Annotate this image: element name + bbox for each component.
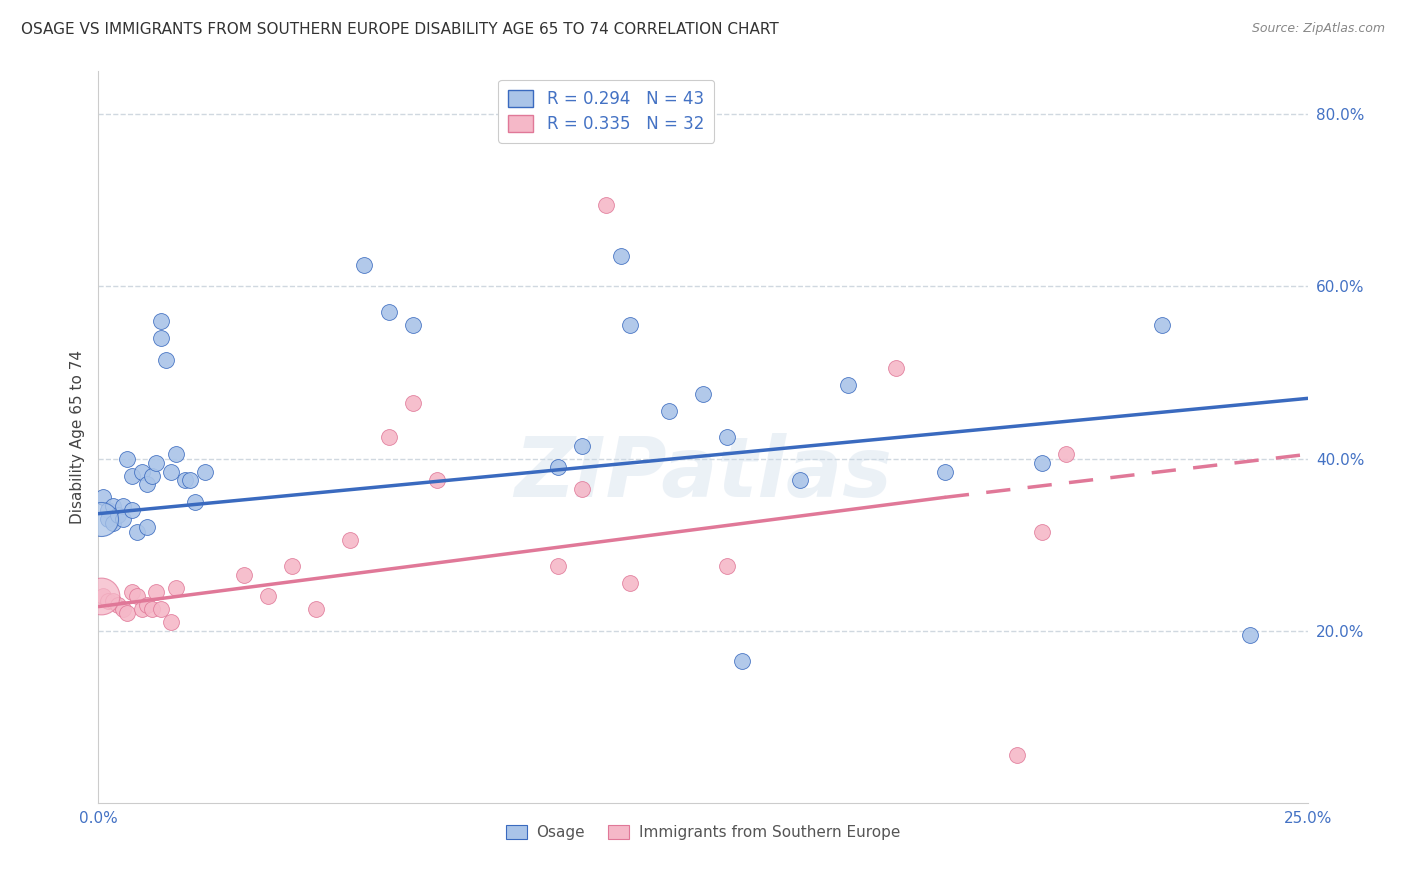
Point [141,602,163,616]
Point [90,512,112,526]
Point [150,314,173,328]
Point [101,593,124,607]
Point [121,468,143,483]
Point [141,468,163,483]
Point [97,593,120,607]
Point [716,559,738,574]
Point [174,473,197,487]
Point [619,318,641,333]
Point [117,607,139,621]
Point [135,477,157,491]
Point [571,482,593,496]
Point [97,503,120,517]
Point [150,331,173,345]
Point [595,198,617,212]
Point [91,589,114,603]
Point [101,516,124,530]
Point [402,318,425,333]
Point [111,512,134,526]
Point [194,465,217,479]
Point [91,491,114,505]
Point [256,589,278,603]
Point [232,567,254,582]
Point [121,585,143,599]
Point [165,581,187,595]
Point [658,404,681,418]
Point [179,473,201,487]
Point [547,460,569,475]
Point [184,494,207,508]
Point [117,451,139,466]
Text: OSAGE VS IMMIGRANTS FROM SOUTHERN EUROPE DISABILITY AGE 65 TO 74 CORRELATION CHA: OSAGE VS IMMIGRANTS FROM SOUTHERN EUROPE… [21,22,779,37]
Point [692,387,714,401]
Point [886,361,908,376]
Point [111,602,134,616]
Point [1031,524,1053,539]
Point [305,602,328,616]
Point [127,524,149,539]
Point [731,654,754,668]
Point [1007,748,1029,763]
Point [97,512,120,526]
Point [1054,447,1077,461]
Point [150,602,173,616]
Point [107,598,129,612]
Point [111,499,134,513]
Point [1031,456,1053,470]
Point [107,508,129,522]
Point [377,305,399,319]
Point [127,589,149,603]
Point [402,395,425,409]
Legend: Osage, Immigrants from Southern Europe: Osage, Immigrants from Southern Europe [501,819,905,847]
Point [377,430,399,444]
Point [145,585,167,599]
Point [281,559,304,574]
Point [339,533,361,548]
Point [160,615,183,629]
Point [353,258,375,272]
Point [619,576,641,591]
Point [101,499,124,513]
Text: ZIPatlas: ZIPatlas [515,434,891,514]
Point [571,439,593,453]
Point [1239,628,1261,642]
Point [1152,318,1174,333]
Point [426,473,449,487]
Point [160,465,183,479]
Point [610,249,633,263]
Point [131,602,153,616]
Point [934,465,956,479]
Point [155,352,177,367]
Point [547,559,569,574]
Text: Source: ZipAtlas.com: Source: ZipAtlas.com [1251,22,1385,36]
Point [131,465,153,479]
Point [121,503,143,517]
Point [837,378,859,392]
Point [716,430,738,444]
Point [145,456,167,470]
Point [135,598,157,612]
Point [165,447,187,461]
Point [135,520,157,534]
Y-axis label: Disability Age 65 to 74: Disability Age 65 to 74 [69,350,84,524]
Point [789,473,811,487]
Point [90,589,112,603]
